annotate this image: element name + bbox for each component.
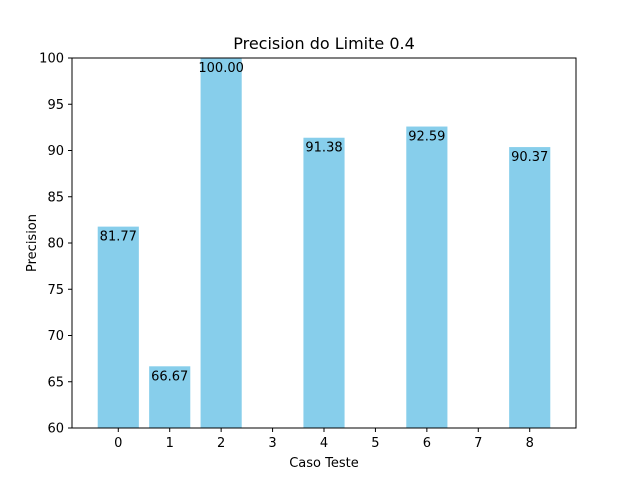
x-tick-label: 3 bbox=[268, 436, 276, 451]
bar-1 bbox=[149, 366, 191, 428]
data-label-4: 91.38 bbox=[305, 141, 342, 156]
x-tick-label: 0 bbox=[114, 436, 122, 451]
x-tick-label: 8 bbox=[526, 436, 534, 451]
x-tick-label: 1 bbox=[166, 436, 174, 451]
data-labels-layer: 81.77 66.67 100.00 91.38 92.59 90.37 bbox=[100, 61, 549, 384]
y-tick-label: 100 bbox=[39, 52, 64, 67]
data-label-2: 100.00 bbox=[198, 61, 244, 76]
y-tick-label: 80 bbox=[47, 237, 64, 252]
x-tick-label: 6 bbox=[423, 436, 431, 451]
x-tick-label: 4 bbox=[320, 436, 328, 451]
y-tick-label: 85 bbox=[47, 190, 64, 205]
data-label-6: 92.59 bbox=[408, 130, 445, 145]
data-label-8: 90.37 bbox=[511, 150, 548, 165]
x-tick-label: 5 bbox=[371, 436, 379, 451]
data-label-1: 66.67 bbox=[151, 369, 188, 384]
y-tick-label: 60 bbox=[47, 422, 64, 437]
y-tick-label: 95 bbox=[47, 98, 64, 113]
x-axis-ticks: 0 1 2 3 4 5 6 7 8 bbox=[114, 428, 534, 451]
x-tick-label: 7 bbox=[474, 436, 482, 451]
x-axis-label: Caso Teste bbox=[289, 456, 359, 471]
bar-4 bbox=[303, 137, 345, 429]
chart-title: Precision do Limite 0.4 bbox=[233, 34, 415, 53]
bar-0 bbox=[97, 226, 139, 428]
y-axis-ticks: 60 65 70 75 80 85 90 95 100 bbox=[39, 52, 72, 437]
bar-8 bbox=[509, 147, 551, 428]
bars-layer bbox=[97, 58, 551, 429]
y-tick-label: 75 bbox=[47, 283, 64, 298]
y-tick-label: 65 bbox=[47, 375, 64, 390]
bar-6 bbox=[406, 126, 448, 428]
data-label-0: 81.77 bbox=[100, 230, 137, 245]
x-tick-label: 2 bbox=[217, 436, 225, 451]
bar-2 bbox=[200, 58, 242, 428]
y-tick-label: 90 bbox=[47, 144, 64, 159]
y-axis-label: Precision bbox=[25, 214, 40, 272]
y-tick-label: 70 bbox=[47, 329, 64, 344]
